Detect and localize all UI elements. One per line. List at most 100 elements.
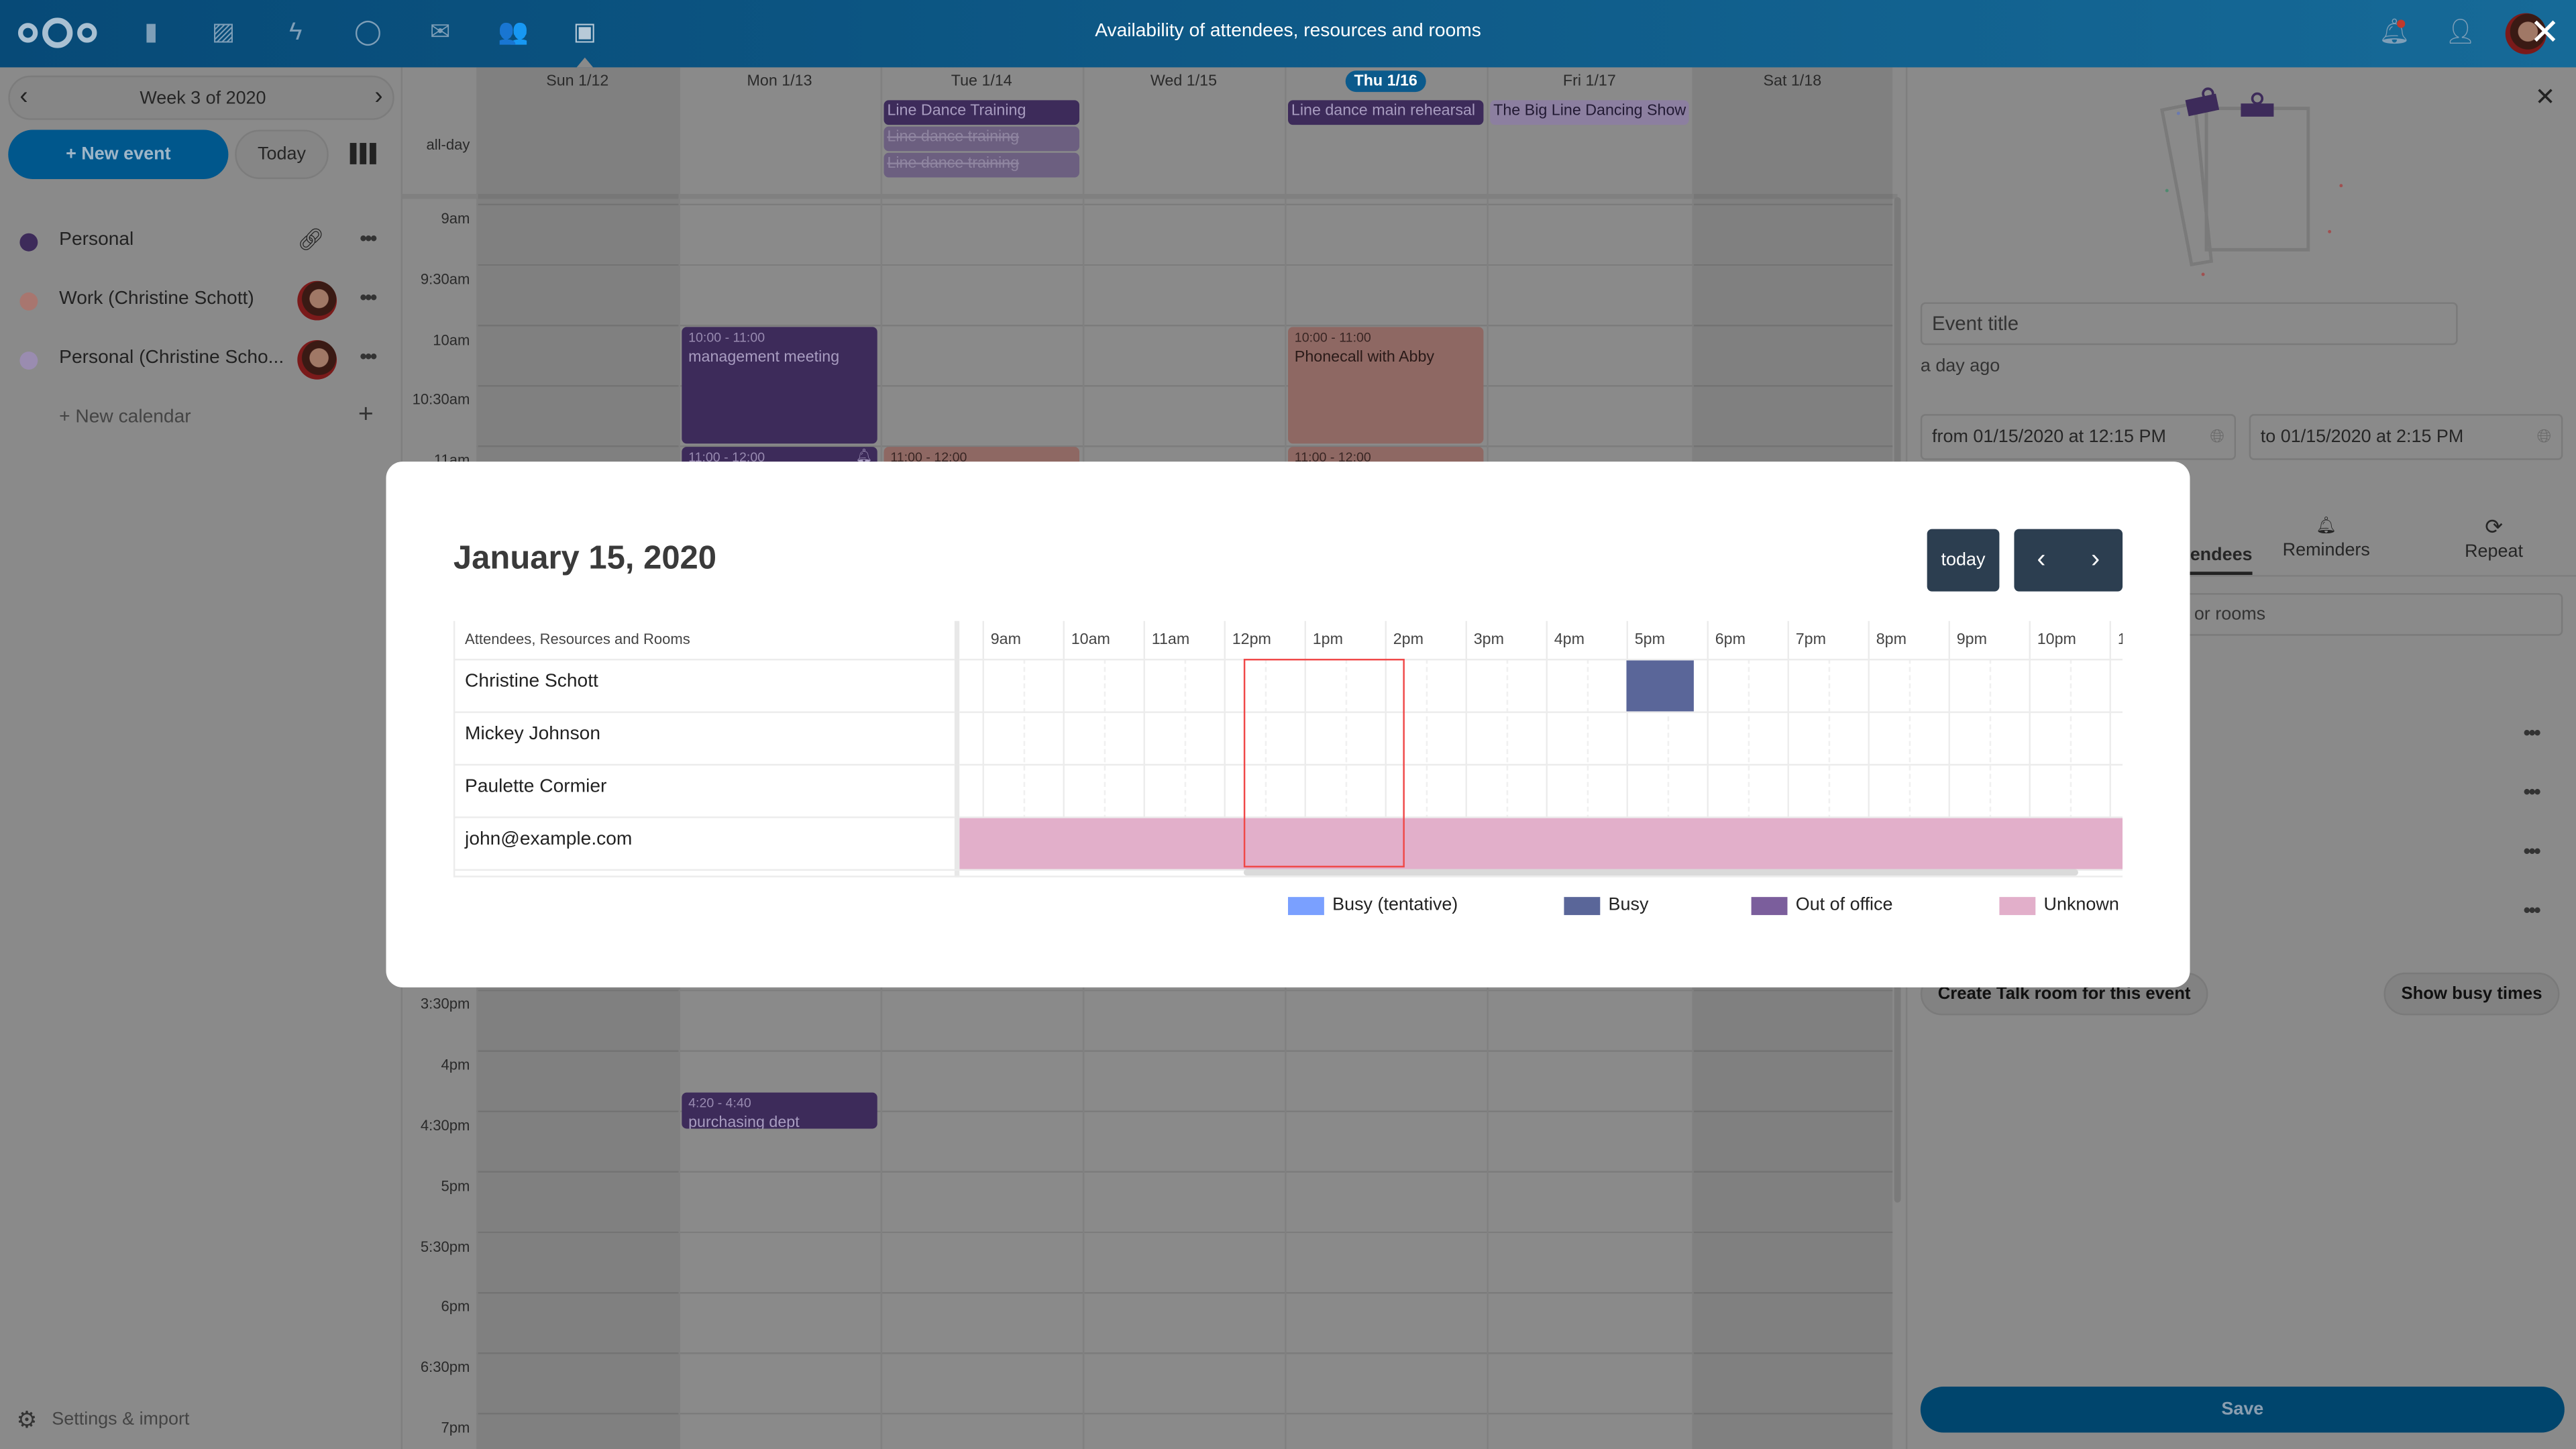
allday-event[interactable]: Line Dance Training <box>883 100 1079 125</box>
timezone-globe-icon[interactable]: 🌐︎ <box>2210 426 2224 446</box>
nextcloud-logo[interactable] <box>16 16 98 49</box>
calendar-item-personal[interactable]: Personal 🔗︎ ••• <box>0 217 402 266</box>
settings-button[interactable]: ⚙ Settings & import <box>16 1405 189 1434</box>
calendar-event[interactable]: 10:00 - 11:00 Phonecall with Abby <box>1288 326 1484 444</box>
hour-tick-label: 10pm <box>2029 621 2076 659</box>
attendee-more-icon[interactable]: ••• <box>2523 898 2541 922</box>
more-actions-icon[interactable]: ••• <box>360 226 377 250</box>
calendar-color-dot[interactable] <box>19 292 38 311</box>
day-header[interactable]: Sun 1/12 <box>476 67 678 97</box>
show-busy-times-button[interactable]: Show busy times <box>2383 972 2560 1016</box>
repeat-icon: ⟳ <box>2485 514 2503 539</box>
attendees-column-header: Attendees, Resources and Rooms <box>465 631 690 647</box>
tab-repeat[interactable]: ⟳ Repeat <box>2428 515 2560 562</box>
timeline-row-line <box>959 763 2123 766</box>
top-bar: ▮ ▨ ϟ ◯ ✉ 👥 ▣ Availability of attendees,… <box>0 0 2576 68</box>
talk-icon[interactable]: ◯ <box>354 17 382 46</box>
contacts-icon[interactable]: 👥 <box>498 17 529 46</box>
week-label[interactable]: Week 3 of 2020 <box>140 89 266 109</box>
calendar-icon[interactable]: ▣ <box>573 17 597 46</box>
day-header-label: Mon 1/13 <box>747 72 812 91</box>
more-actions-icon[interactable]: ••• <box>360 286 377 309</box>
previous-day-icon[interactable]: ‹ <box>2037 545 2046 574</box>
close-modal-icon[interactable]: ✕ <box>2529 11 2561 53</box>
next-day-icon[interactable]: › <box>2091 545 2100 574</box>
timeline-gridline <box>1385 621 1387 869</box>
selected-time-range[interactable] <box>1244 659 1405 868</box>
new-calendar-button[interactable]: + New calendar + <box>0 394 402 443</box>
next-week-button[interactable]: › <box>374 82 383 111</box>
mail-icon[interactable]: ✉ <box>429 17 451 46</box>
timeline-gridline <box>1224 621 1226 869</box>
close-sidebar-icon[interactable]: ✕ <box>2534 83 2556 112</box>
column-separator[interactable] <box>954 621 960 877</box>
allday-event[interactable]: Line dance training <box>883 152 1079 178</box>
timeline-scrollbar[interactable] <box>1243 869 2078 876</box>
timeline-gridline <box>1787 621 1789 869</box>
timeline-gridline <box>1546 621 1548 869</box>
attendee-more-icon[interactable]: ••• <box>2523 839 2541 863</box>
more-actions-icon[interactable]: ••• <box>360 345 377 368</box>
new-event-button[interactable]: + New event <box>8 129 229 179</box>
new-calendar-label: + New calendar <box>59 407 191 427</box>
timeline-row-line <box>959 659 2123 661</box>
day-header[interactable]: Mon 1/13 <box>678 67 880 97</box>
event-time: 10:00 - 11:00 <box>688 329 765 345</box>
table-left-border <box>453 621 455 877</box>
previous-week-button[interactable]: ‹ <box>19 82 28 111</box>
time-label: 5pm <box>441 1177 470 1194</box>
today-button[interactable]: Today <box>235 129 329 179</box>
view-columns-icon[interactable] <box>350 143 376 164</box>
today-button[interactable]: today <box>1927 529 2000 592</box>
time-label: 3:30pm <box>420 996 470 1013</box>
time-label: 10am <box>433 331 470 348</box>
hour-tick-label: 9pm <box>1948 621 1987 659</box>
calendar-item-work[interactable]: Work (Christine Schott) ••• <box>0 276 402 325</box>
event-title-input[interactable]: Event title <box>1920 302 2458 345</box>
hour-tick-label: 7pm <box>1787 621 1826 659</box>
day-header[interactable]: Tue 1/14 <box>881 67 1083 97</box>
tab-reminders[interactable]: 🔔︎ Reminders <box>2261 517 2392 560</box>
calendar-label: Personal (Christine Scho... <box>59 348 284 368</box>
timeline-row-line <box>959 816 2123 818</box>
timeline-gridline <box>1063 621 1065 869</box>
day-header-label: Sun 1/12 <box>546 72 609 91</box>
start-datetime-input[interactable]: from 01/15/2020 at 12:15 PM 🌐︎ <box>1920 414 2237 460</box>
activity-icon[interactable]: ϟ <box>289 17 303 46</box>
share-link-icon[interactable]: 🔗︎ <box>297 226 325 252</box>
day-header[interactable]: Fri 1/17 <box>1487 67 1692 97</box>
calendar-event[interactable]: 10:00 - 11:00 management meeting <box>682 326 877 444</box>
attendee-row: Paulette Cormier <box>453 763 955 816</box>
notifications-bell-icon[interactable]: 🔔︎ <box>2379 17 2410 46</box>
calendar-color-dot[interactable] <box>19 352 38 370</box>
timezone-globe-icon[interactable]: 🌐︎ <box>2536 426 2552 446</box>
contacts-menu-icon[interactable]: 👤︎ <box>2445 17 2476 46</box>
attendee-more-icon[interactable]: ••• <box>2523 780 2541 804</box>
bell-icon: 🔔︎ <box>2316 517 2337 536</box>
photos-icon[interactable]: ▨ <box>211 17 235 46</box>
day-header[interactable]: Wed 1/15 <box>1083 67 1285 97</box>
calendar-color-dot[interactable] <box>19 233 38 252</box>
timeline-gridline <box>1948 621 1950 869</box>
day-header[interactable]: Sat 1/18 <box>1692 67 1892 97</box>
day-header[interactable]: Thu 1/16 <box>1285 67 1487 97</box>
allday-event[interactable]: Line dance training <box>883 126 1079 152</box>
day-header-label: Tue 1/14 <box>951 72 1012 91</box>
files-icon[interactable]: ▮ <box>144 17 158 46</box>
allday-label: all-day <box>426 136 470 153</box>
hour-tick-label: 10am <box>1063 621 1110 659</box>
allday-event[interactable]: The Big Line Dancing Show <box>1490 100 1689 125</box>
calendar-event[interactable]: 4:20 - 4:40 purchasing dept <box>682 1091 877 1130</box>
attendee-row: Mickey Johnson <box>453 711 955 763</box>
end-datetime-input[interactable]: to 01/15/2020 at 2:15 PM 🌐︎ <box>2249 414 2563 460</box>
timeline-gridline <box>1465 621 1467 869</box>
event-time: 11:00 - 12:00 <box>890 450 967 466</box>
legend-label: Busy <box>1608 895 1649 916</box>
allday-event[interactable]: Line dance main rehearsal <box>1288 100 1484 125</box>
save-button[interactable]: Save <box>1920 1386 2565 1433</box>
calendar-label: Work (Christine Schott) <box>59 289 254 309</box>
user-avatar[interactable] <box>2505 13 2546 54</box>
calendar-item-personal-christine[interactable]: Personal (Christine Scho... ••• <box>0 335 402 384</box>
plus-icon[interactable]: + <box>358 400 374 429</box>
attendee-more-icon[interactable]: ••• <box>2523 721 2541 745</box>
